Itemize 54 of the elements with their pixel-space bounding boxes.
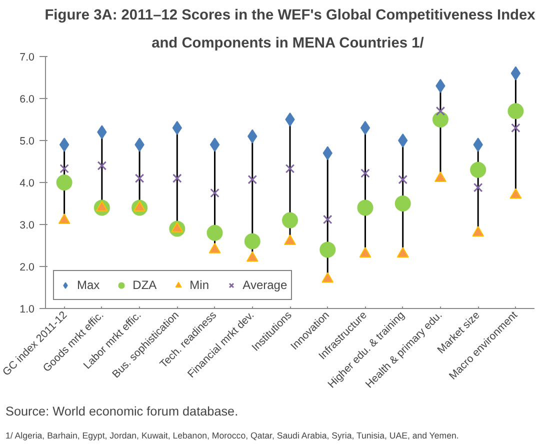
point (360, 120, 370, 135)
point (285, 112, 295, 126)
point (470, 162, 486, 178)
point (394, 196, 411, 212)
point (360, 168, 370, 178)
point (58, 213, 70, 224)
source-note: Source: World economic forum database. (6, 404, 238, 418)
point (56, 174, 72, 190)
point (134, 174, 144, 183)
legend-label: Min (190, 278, 210, 292)
point (434, 171, 446, 182)
point (398, 134, 408, 148)
legend-label: DZA (132, 278, 157, 292)
point (246, 251, 258, 262)
point (396, 247, 409, 258)
point (282, 212, 298, 228)
point (206, 224, 223, 241)
chart-title: Figure 3A: 2011–12 Scores in the WEF's Global Competitiveness Index (44, 8, 536, 24)
point (322, 272, 334, 283)
point (172, 174, 182, 183)
y-tick-label: 4.0 (20, 178, 35, 190)
point (59, 138, 70, 152)
point (248, 174, 258, 184)
y-tick-label: 2.0 (20, 262, 35, 274)
point (97, 161, 107, 170)
point (472, 226, 484, 237)
point (284, 234, 296, 245)
chart-subtitle: and Components in MENA Countries 1/ (152, 36, 424, 52)
point (359, 247, 372, 258)
point (322, 214, 332, 224)
y-tick-label: 1.0 (20, 304, 35, 316)
text: 1/ Algeria, Barhain, Egypt, Jordan, Kuwait, Lebanon, Morocco, Qatar, Saudi Arabia, Syria, Tunisia, UAE, and Yemen. (6, 430, 459, 440)
point (511, 123, 520, 133)
point (210, 138, 220, 152)
point (473, 182, 483, 192)
point (210, 188, 220, 198)
legend-label: Max (77, 278, 100, 292)
point (398, 174, 408, 184)
point (357, 200, 374, 216)
point (285, 164, 295, 174)
point (436, 106, 446, 116)
y-tick-label: 5.0 (20, 136, 35, 148)
point (510, 188, 522, 199)
point (320, 242, 336, 258)
point (244, 233, 260, 250)
point (208, 242, 221, 254)
point (60, 164, 69, 174)
point (508, 103, 524, 120)
legend-label: Average (242, 278, 288, 292)
point (432, 112, 448, 128)
y-tick-label: 6.0 (20, 94, 35, 106)
point (510, 66, 521, 80)
y-tick-label: 7.0 (20, 52, 35, 64)
y-tick-label: 3.0 (20, 220, 35, 232)
